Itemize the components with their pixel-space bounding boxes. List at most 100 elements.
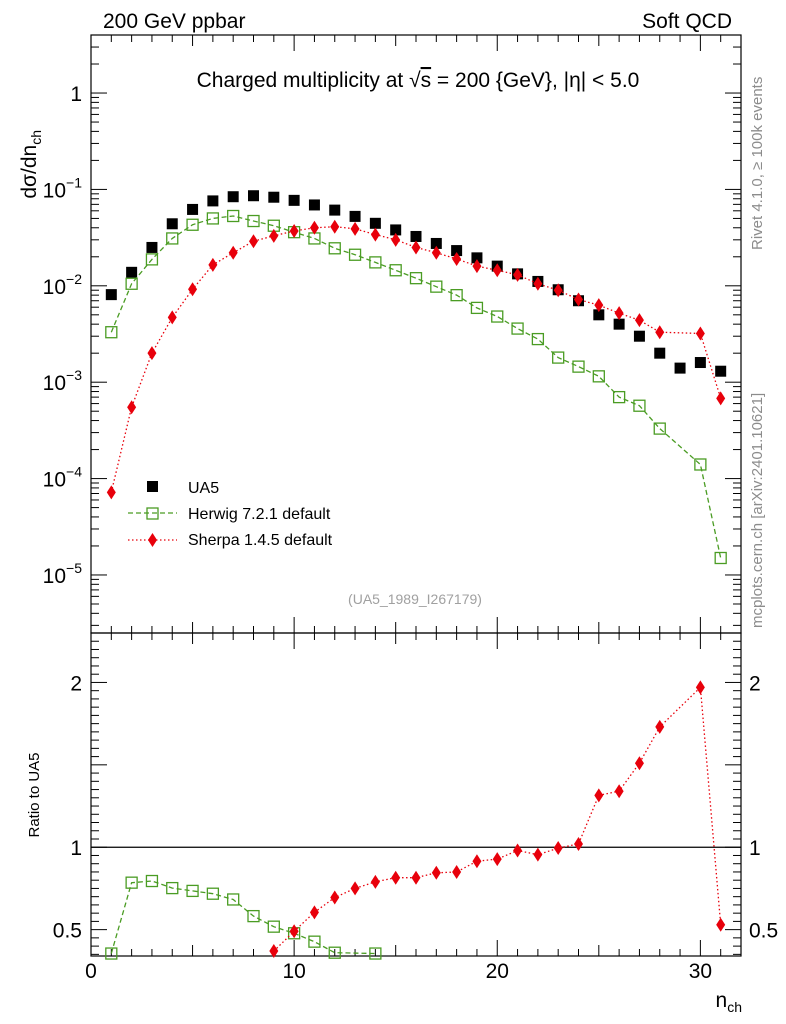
ratio-herwig-point [186, 884, 199, 898]
main-herwig-point [145, 253, 159, 266]
main-ua5-point [207, 195, 219, 207]
ratio-sherpa-point [472, 854, 482, 869]
main-herwig-point [328, 242, 341, 255]
main-sherpa-point [452, 251, 462, 266]
ratio-sherpa-point [309, 905, 319, 920]
main-herwig-point [653, 422, 666, 435]
main-y-axis-title-sub: ch [28, 130, 44, 145]
tick-base: 10 [43, 372, 66, 395]
ratio-sherpa-point [695, 680, 705, 695]
main-herwig-point [105, 326, 118, 339]
main-herwig-point [389, 264, 402, 277]
ratio-sherpa-point [370, 874, 380, 889]
main-herwig-point [247, 214, 260, 228]
ratio-y-tick-labels: 0.5 0.5 1 1 2 2 [53, 672, 778, 942]
main-herwig-point [348, 248, 362, 261]
ratio-plot-frame [90, 632, 742, 957]
ratio-y-tick-label-right: 0.5 [749, 920, 778, 943]
main-herwig-point [470, 301, 484, 315]
x-tick-label: 30 [689, 960, 712, 983]
ratio-herwig-line [110, 880, 376, 955]
ratio-y-tick-label-left: 1 [70, 837, 82, 860]
main-ua5-point [674, 362, 686, 374]
main-sherpa-point [350, 221, 360, 236]
tick-base: 10 [43, 565, 66, 588]
main-ua5-point [268, 191, 280, 203]
main-ua5-point [410, 230, 422, 242]
tick-base: 10 [43, 276, 66, 299]
main-sherpa-point [106, 485, 116, 500]
main-sherpa-point [431, 245, 441, 260]
ratio-sherpa-point [391, 870, 401, 885]
ratio-sherpa-point [350, 881, 360, 896]
main-sherpa-point [289, 224, 299, 239]
ratio-sherpa-point [289, 924, 299, 939]
chart-title-pre: Charged multiplicity at [197, 69, 409, 92]
main-sherpa-point [228, 245, 238, 260]
tick-base: 10 [43, 179, 66, 202]
main-y-tick-label: 10−3 [43, 367, 83, 395]
main-sherpa-point [594, 298, 604, 313]
main-herwig-point [186, 218, 199, 231]
analysis-watermark: (UA5_1989_I267179) [348, 591, 482, 607]
ratio-sherpa-point [614, 784, 624, 799]
main-sherpa-point [695, 326, 705, 341]
main-sherpa-point [330, 219, 340, 234]
main-axis-ticks [90, 34, 742, 633]
tick-exponent: −1 [66, 174, 82, 190]
main-ua5-point [715, 365, 727, 377]
main-y-tick-label: 10−5 [43, 560, 83, 588]
ratio-y-tick-label-left: 2 [70, 672, 82, 695]
main-herwig-line [110, 215, 722, 559]
main-y-tick-label: 1 [70, 83, 82, 106]
x-axis-title-main: n [716, 989, 728, 1012]
ratio-herwig-point [247, 909, 260, 923]
ratio-herwig-point [267, 920, 280, 933]
main-herwig-point [714, 551, 727, 565]
ratio-herwig-point [308, 935, 321, 948]
ratio-sherpa-point [553, 841, 563, 856]
main-sherpa-point [269, 228, 279, 243]
main-sherpa-line [110, 226, 722, 493]
main-herwig-point [612, 390, 626, 404]
main-herwig-point [450, 288, 463, 302]
main-y-tick-label: 10−2 [43, 271, 83, 299]
main-sherpa-point [716, 391, 726, 406]
main-ua5-point [288, 194, 300, 206]
main-ua5-point [593, 309, 605, 321]
ratio-herwig-point [328, 946, 341, 959]
chart-title-s: s [421, 69, 432, 92]
x-tick-labels: 0 10 20 30 [85, 960, 712, 983]
header-left-label: 200 GeV ppbar [103, 10, 245, 33]
main-sherpa-point [492, 263, 502, 278]
legend-sherpa-label: Sherpa 1.4.5 default [188, 532, 333, 549]
ratio-panel: 0.5 0.5 1 1 2 2 0 10 20 30 Ratio to UA5 nch [26, 632, 778, 1015]
x-axis-title-sub: ch [727, 999, 742, 1015]
tick-exponent: −4 [66, 464, 82, 480]
ratio-sherpa-point [574, 836, 583, 851]
ratio-data-marks [105, 680, 726, 960]
main-data-marks [105, 190, 727, 565]
main-herwig-point [552, 351, 565, 364]
main-herwig-point [206, 212, 220, 225]
ratio-axis-ticks [90, 632, 742, 956]
main-ua5-point [369, 217, 381, 229]
main-sherpa-point [391, 232, 401, 247]
main-herwig-point [511, 322, 524, 335]
main-y-tick-label: 10−1 [43, 174, 83, 202]
ratio-sherpa-point [594, 788, 604, 803]
main-sherpa-point [147, 346, 157, 361]
main-sherpa-point [472, 259, 482, 274]
chart-title: Charged multiplicity at √s = 200 {GeV}, … [197, 69, 640, 92]
main-ua5-point [349, 210, 361, 222]
main-ua5-point [329, 204, 341, 216]
ratio-herwig-point [166, 881, 179, 895]
ratio-sherpa-line [273, 685, 722, 952]
main-ua5-point [146, 241, 158, 253]
main-ua5-point [187, 203, 199, 215]
main-herwig-point [491, 310, 504, 323]
ratio-sherpa-point [269, 944, 279, 959]
main-sherpa-point [655, 325, 665, 340]
main-ua5-point [308, 199, 320, 211]
